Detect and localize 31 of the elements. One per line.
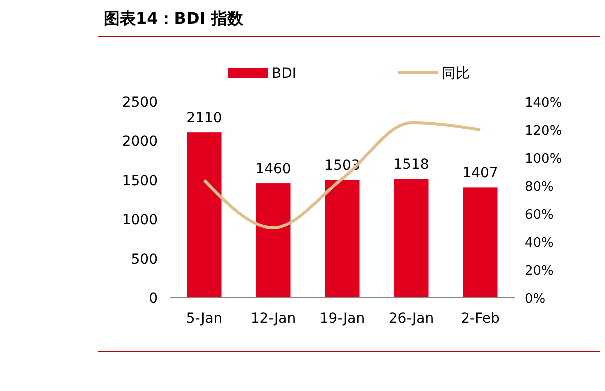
y2-tick-label: 80%: [525, 180, 554, 195]
y2-tick-label: 60%: [525, 208, 554, 223]
bar: [256, 184, 291, 298]
y-tick-label: 2000: [122, 134, 158, 150]
x-tick-label: 19-Jan: [320, 311, 366, 327]
y2-tick-label: 120%: [525, 124, 562, 139]
y-tick-label: 1500: [122, 173, 158, 190]
y2-tick-label: 0%: [525, 292, 546, 307]
y2-tick-label: 100%: [525, 152, 562, 167]
y2-tick-label: 20%: [525, 264, 554, 279]
y2-tick-label: 40%: [525, 236, 554, 251]
data-label: 1518: [394, 156, 430, 173]
legend-label: BDI: [272, 66, 297, 82]
x-tick-label: 5-Jan: [186, 311, 223, 327]
x-tick-label: 12-Jan: [250, 311, 296, 327]
data-label: 1460: [256, 162, 292, 178]
y-tick-label: 1000: [122, 212, 158, 229]
bar: [394, 178, 429, 298]
y2-tick-label: 140%: [525, 96, 562, 111]
x-tick-label: 26-Jan: [388, 311, 434, 327]
y-tick-label: 2500: [122, 95, 158, 111]
legend-label: 同比: [442, 66, 470, 82]
data-label: 1407: [462, 166, 498, 182]
bar: [187, 132, 222, 298]
data-label: 2110: [186, 110, 222, 127]
bar: [463, 188, 498, 298]
y-tick-label: 500: [131, 252, 158, 268]
bar: [325, 180, 360, 298]
x-tick-label: 2-Feb: [461, 311, 500, 327]
chart-title: 图表14：BDI 指数: [104, 9, 244, 28]
y-tick-label: 0: [149, 291, 158, 307]
